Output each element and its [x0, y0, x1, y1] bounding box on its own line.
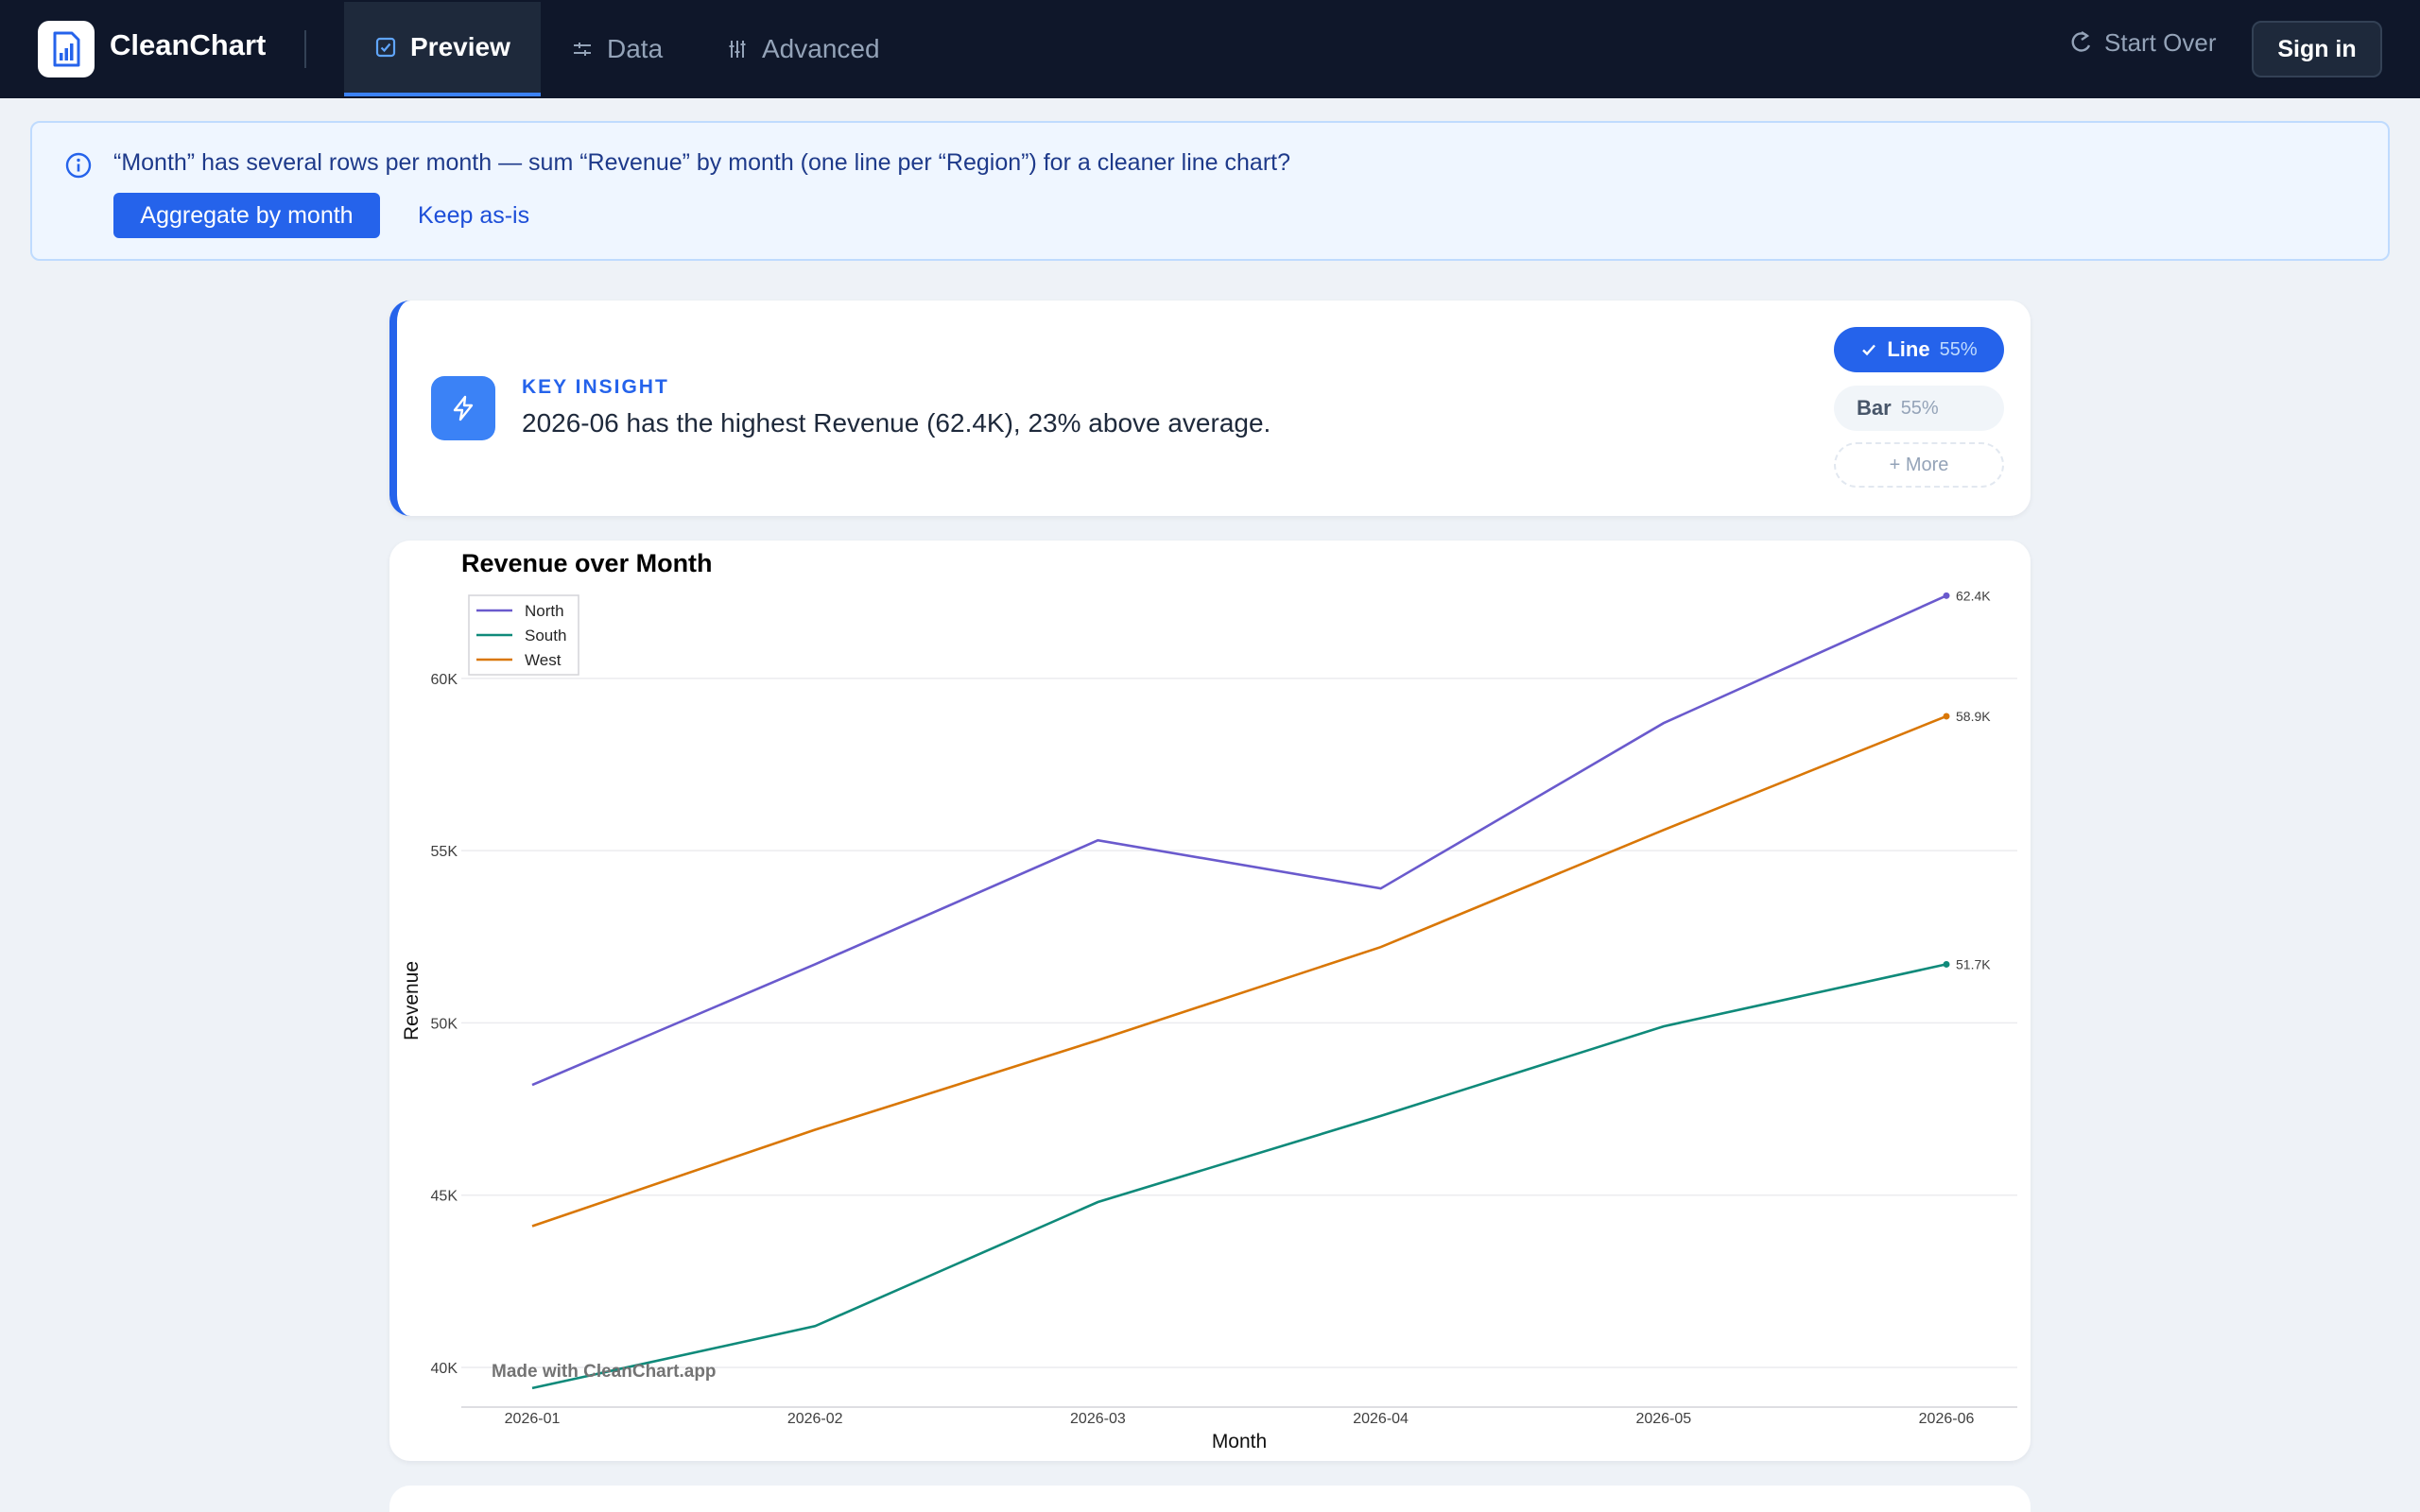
- end-value-label: 51.7K: [1956, 956, 1991, 971]
- end-point-marker: [1943, 960, 1950, 968]
- tab-data-label: Data: [607, 34, 664, 63]
- info-icon: [65, 152, 92, 179]
- tab-preview-label: Preview: [410, 32, 510, 61]
- start-over-button[interactable]: Start Over: [2068, 28, 2216, 58]
- series-line-north: [531, 594, 1947, 1087]
- sign-in-button[interactable]: Sign in: [2252, 21, 2382, 77]
- insight-label: KEY INSIGHT: [522, 376, 669, 398]
- x-tick-label: 2026-05: [1635, 1411, 1691, 1427]
- series-line-south: [531, 963, 1947, 1390]
- tab-advanced[interactable]: Advanced: [696, 2, 910, 96]
- series-line-west: [531, 714, 1947, 1228]
- more-chart-types-button[interactable]: + More: [1834, 442, 2004, 488]
- x-axis-ticks: 2026-01 2026-02 2026-03 2026-04 2026-05 2026-…: [505, 1411, 1975, 1427]
- end-value-label: 62.4K: [1956, 588, 1991, 603]
- app-name: CleanChart: [110, 28, 267, 61]
- x-tick-label: 2026-04: [1353, 1411, 1409, 1427]
- x-tick-label: 2026-01: [505, 1411, 561, 1427]
- insight-text: 2026-06 has the highest Revenue (62.4K),…: [522, 408, 1271, 438]
- sliders-horizontal-icon: [574, 43, 591, 56]
- legend-label: North: [525, 602, 564, 620]
- check-icon: [1862, 344, 1876, 356]
- y-tick-label: 55K: [431, 844, 458, 860]
- banner-message: “Month” has several rows per month — sum…: [113, 149, 1290, 176]
- keep-as-is-button[interactable]: Keep as-is: [418, 202, 530, 229]
- chart-type-label: Line: [1887, 337, 1930, 361]
- y-axis-ticks: 40K 45K 50K 55K 60K: [431, 672, 458, 1377]
- refresh-icon: [2071, 30, 2091, 52]
- aggregate-by-month-button[interactable]: Aggregate by month: [113, 193, 380, 238]
- y-tick-label: 60K: [431, 672, 458, 688]
- chart-type-score: 55%: [1900, 397, 1939, 419]
- chart-type-line-option[interactable]: Line 55%: [1834, 327, 2004, 372]
- lightning-icon: [453, 395, 474, 421]
- y-tick-label: 45K: [431, 1189, 458, 1205]
- end-value-label: 58.9K: [1956, 709, 1991, 724]
- grid-lines: [461, 678, 2017, 1368]
- x-axis-label: Month: [1212, 1431, 1267, 1452]
- chart-legend: North South West: [468, 594, 579, 676]
- chart-type-score: 55%: [1939, 338, 1978, 360]
- end-point-marker: [1943, 713, 1950, 720]
- watermark: Made with CleanChart.app: [492, 1362, 717, 1382]
- y-tick-label: 40K: [431, 1361, 458, 1377]
- chart-type-bar-option[interactable]: Bar 55%: [1834, 386, 2004, 431]
- end-point-marker: [1943, 592, 1950, 599]
- check-square-icon: [375, 37, 396, 58]
- start-over-label: Start Over: [2104, 28, 2217, 57]
- legend-label: West: [525, 651, 562, 669]
- app-logo[interactable]: [38, 21, 95, 77]
- tab-advanced-label: Advanced: [762, 34, 880, 63]
- sliders-vertical-icon: [729, 41, 746, 58]
- line-chart: Revenue over Month 40K 45K 50K 55K 60K 2026-…: [401, 549, 2017, 1452]
- x-tick-label: 2026-02: [787, 1411, 843, 1427]
- aggregation-suggestion-banner: “Month” has several rows per month — sum…: [30, 121, 2390, 261]
- tab-preview[interactable]: Preview: [344, 2, 541, 96]
- tab-data[interactable]: Data: [541, 2, 693, 96]
- x-tick-label: 2026-03: [1070, 1411, 1126, 1427]
- chart-card: Revenue over Month 40K 45K 50K 55K 60K 2026-…: [389, 541, 2031, 1461]
- x-tick-label: 2026-06: [1919, 1411, 1975, 1427]
- nav-divider: [304, 30, 306, 68]
- y-axis-label: Revenue: [401, 961, 423, 1040]
- legend-label: South: [525, 627, 566, 644]
- key-insight-card: KEY INSIGHT 2026-06 has the highest Reve…: [389, 301, 2031, 516]
- chart-type-label: Bar: [1857, 396, 1892, 420]
- series-lines: 62.4K 51.7K 58.9K: [531, 588, 1991, 1390]
- insight-badge: [431, 376, 495, 440]
- top-nav-bar: CleanChart Preview Data Advanced Start O…: [0, 0, 2420, 98]
- chart-title: Revenue over Month: [461, 549, 713, 577]
- next-card: [389, 1486, 2031, 1512]
- chart-document-icon: [53, 31, 80, 67]
- y-tick-label: 50K: [431, 1016, 458, 1032]
